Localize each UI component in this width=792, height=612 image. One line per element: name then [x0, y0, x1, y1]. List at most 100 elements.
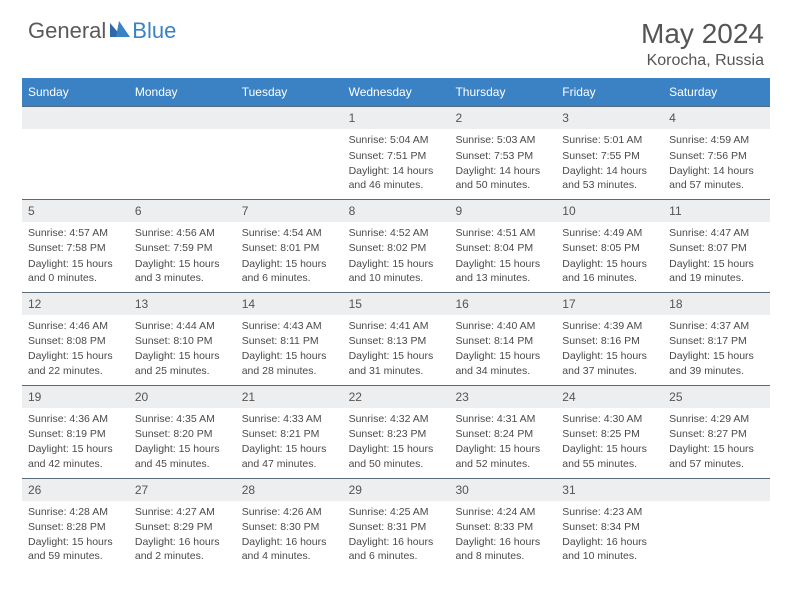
sunrise-line: Sunrise: 4:35 AM	[135, 412, 230, 426]
weekday-header: Sunday	[22, 78, 129, 106]
day-number: 8	[343, 200, 450, 222]
brand-part2: Blue	[132, 18, 176, 44]
day-number: 1	[343, 107, 450, 129]
day-cell: Sunrise: 4:51 AMSunset: 8:04 PM Daylight:…	[449, 222, 556, 292]
day-number: 25	[663, 386, 770, 408]
sunset-line: Sunset: 8:31 PM	[349, 520, 444, 534]
day-cell: Sunrise: 4:30 AMSunset: 8:25 PMDaylight:…	[556, 408, 663, 478]
sunset-line: Sunset: 8:20 PM	[135, 427, 230, 441]
day-cell: Sunrise: 4:27 AMSunset: 8:29 PMDaylight:…	[129, 501, 236, 571]
daylight-line: Daylight: 16 hours and 10 minutes.	[562, 535, 657, 563]
day-cell: Sunrise: 4:52 AMSunset: 8:02 PMDaylight:…	[343, 222, 450, 292]
sunrise-line: Sunrise: 4:56 AM	[135, 226, 230, 240]
day-number: 22	[343, 386, 450, 408]
day-body-row: Sunrise: 4:28 AMSunset: 8:28 PMDaylight:…	[22, 501, 770, 571]
day-number: 4	[663, 107, 770, 129]
sunset-line: Sunset: 7:58 PM	[28, 241, 123, 255]
sunrise-line: Sunrise: 4:49 AM	[562, 226, 657, 240]
daylight-line: Daylight: 15 hours and 19 minutes.	[669, 257, 764, 285]
daylight-line: Daylight: 14 hours and 50 minutes.	[455, 164, 550, 192]
sunrise-line: Sunrise: 4:31 AM	[455, 412, 550, 426]
day-number: 23	[449, 386, 556, 408]
sunset-line: Sunset: 8:27 PM	[669, 427, 764, 441]
day-cell: Sunrise: 5:03 AMSunset: 7:53 PMDaylight:…	[449, 129, 556, 199]
day-cell: Sunrise: 4:29 AMSunset: 8:27 PMDaylight:…	[663, 408, 770, 478]
day-number: 30	[449, 479, 556, 501]
sunrise-line: Sunrise: 4:39 AM	[562, 319, 657, 333]
weekday-header: Saturday	[663, 78, 770, 106]
day-number	[236, 107, 343, 129]
day-number: 14	[236, 293, 343, 315]
sunset-line: Sunset: 8:24 PM	[455, 427, 550, 441]
daylight-line: Daylight: 15 hours and 39 minutes.	[669, 349, 764, 377]
day-number: 15	[343, 293, 450, 315]
daylight-line: Daylight: 15 hours and 42 minutes.	[28, 442, 123, 470]
sunset-line: Sunset: 8:17 PM	[669, 334, 764, 348]
sunset-line: Sunset: 8:30 PM	[242, 520, 337, 534]
sunset-line: Sunset: 8:16 PM	[562, 334, 657, 348]
sunset-line: Sunset: 8:34 PM	[562, 520, 657, 534]
sunrise-line: Sunrise: 4:51 AM	[455, 226, 550, 240]
daylight-line: Daylight: 14 hours and 53 minutes.	[562, 164, 657, 192]
sunset-line: Sunset: 7:56 PM	[669, 149, 764, 163]
daylight-line: Daylight: 15 hours and 3 minutes.	[135, 257, 230, 285]
day-number: 2	[449, 107, 556, 129]
day-cell: Sunrise: 4:41 AMSunset: 8:13 PMDaylight:…	[343, 315, 450, 385]
sunrise-line: Sunrise: 4:23 AM	[562, 505, 657, 519]
day-body-row: Sunrise: 4:36 AMSunset: 8:19 PMDaylight:…	[22, 408, 770, 478]
day-cell: Sunrise: 4:47 AMSunset: 8:07 PMDaylight:…	[663, 222, 770, 292]
day-cell: Sunrise: 4:36 AMSunset: 8:19 PMDaylight:…	[22, 408, 129, 478]
day-cell: Sunrise: 4:57 AMSunset: 7:58 PM Daylight:…	[22, 222, 129, 292]
sunrise-line: Sunrise: 4:28 AM	[28, 505, 123, 519]
day-number: 13	[129, 293, 236, 315]
sunrise-line: Sunrise: 4:37 AM	[669, 319, 764, 333]
sunset-line: Sunset: 8:11 PM	[242, 334, 337, 348]
daylight-line: Daylight: 15 hours and 0 minutes.	[28, 257, 123, 285]
day-cell: Sunrise: 4:33 AMSunset: 8:21 PMDaylight:…	[236, 408, 343, 478]
daylight-line: Daylight: 15 hours and 22 minutes.	[28, 349, 123, 377]
daylight-line: Daylight: 14 hours and 57 minutes.	[669, 164, 764, 192]
day-cell: Sunrise: 4:32 AMSunset: 8:23 PMDaylight:…	[343, 408, 450, 478]
day-cell: Sunrise: 4:39 AMSunset: 8:16 PMDaylight:…	[556, 315, 663, 385]
daylight-line: Daylight: 16 hours and 8 minutes.	[455, 535, 550, 563]
day-number: 18	[663, 293, 770, 315]
weekday-header-row: SundayMondayTuesdayWednesdayThursdayFrid…	[22, 78, 770, 106]
daylight-line: Daylight: 15 hours and 57 minutes.	[669, 442, 764, 470]
sunset-line: Sunset: 8:08 PM	[28, 334, 123, 348]
sunrise-line: Sunrise: 4:40 AM	[455, 319, 550, 333]
brand-triangle-icon	[110, 21, 130, 42]
sunrise-line: Sunrise: 4:57 AM	[28, 226, 123, 240]
day-body-row: Sunrise: 5:04 AMSunset: 7:51 PMDaylight:…	[22, 129, 770, 199]
daylight-line: Daylight: 15 hours and 13 minutes.	[455, 257, 550, 285]
weekday-header: Friday	[556, 78, 663, 106]
day-cell: Sunrise: 4:31 AMSunset: 8:24 PMDaylight:…	[449, 408, 556, 478]
daylight-line: Daylight: 15 hours and 50 minutes.	[349, 442, 444, 470]
day-body-row: Sunrise: 4:57 AMSunset: 7:58 PM Daylight:…	[22, 222, 770, 292]
day-number: 17	[556, 293, 663, 315]
day-body-row: Sunrise: 4:46 AMSunset: 8:08 PMDaylight:…	[22, 315, 770, 385]
day-number: 21	[236, 386, 343, 408]
month-title: May 2024	[641, 18, 764, 50]
sunrise-line: Sunrise: 4:26 AM	[242, 505, 337, 519]
weekday-header: Monday	[129, 78, 236, 106]
daynum-row: 567891011	[22, 199, 770, 222]
daylight-line: Daylight: 15 hours and 10 minutes.	[349, 257, 444, 285]
daylight-line: Daylight: 14 hours and 46 minutes.	[349, 164, 444, 192]
day-cell: Sunrise: 5:01 AMSunset: 7:55 PMDaylight:…	[556, 129, 663, 199]
day-cell: Sunrise: 4:49 AMSunset: 8:05 PMDaylight:…	[556, 222, 663, 292]
day-number	[22, 107, 129, 129]
day-cell: Sunrise: 4:59 AMSunset: 7:56 PMDaylight:…	[663, 129, 770, 199]
sunset-line: Sunset: 8:05 PM	[562, 241, 657, 255]
day-number: 5	[22, 200, 129, 222]
calendar-weeks: 1 23 4Sunrise: 5:04 AMSunset: 7:51 PMDayli…	[22, 106, 770, 570]
daylight-line: Daylight: 15 hours and 47 minutes.	[242, 442, 337, 470]
sunset-line: Sunset: 8:13 PM	[349, 334, 444, 348]
sunrise-line: Sunrise: 4:24 AM	[455, 505, 550, 519]
sunrise-line: Sunrise: 4:44 AM	[135, 319, 230, 333]
sunset-line: Sunset: 8:33 PM	[455, 520, 550, 534]
sunset-line: Sunset: 8:25 PM	[562, 427, 657, 441]
sunset-line: Sunset: 7:55 PM	[562, 149, 657, 163]
daylight-line: Daylight: 15 hours and 6 minutes.	[242, 257, 337, 285]
day-cell: Sunrise: 4:23 AMSunset: 8:34 PMDaylight:…	[556, 501, 663, 571]
sunset-line: Sunset: 8:04 PM	[455, 241, 550, 255]
